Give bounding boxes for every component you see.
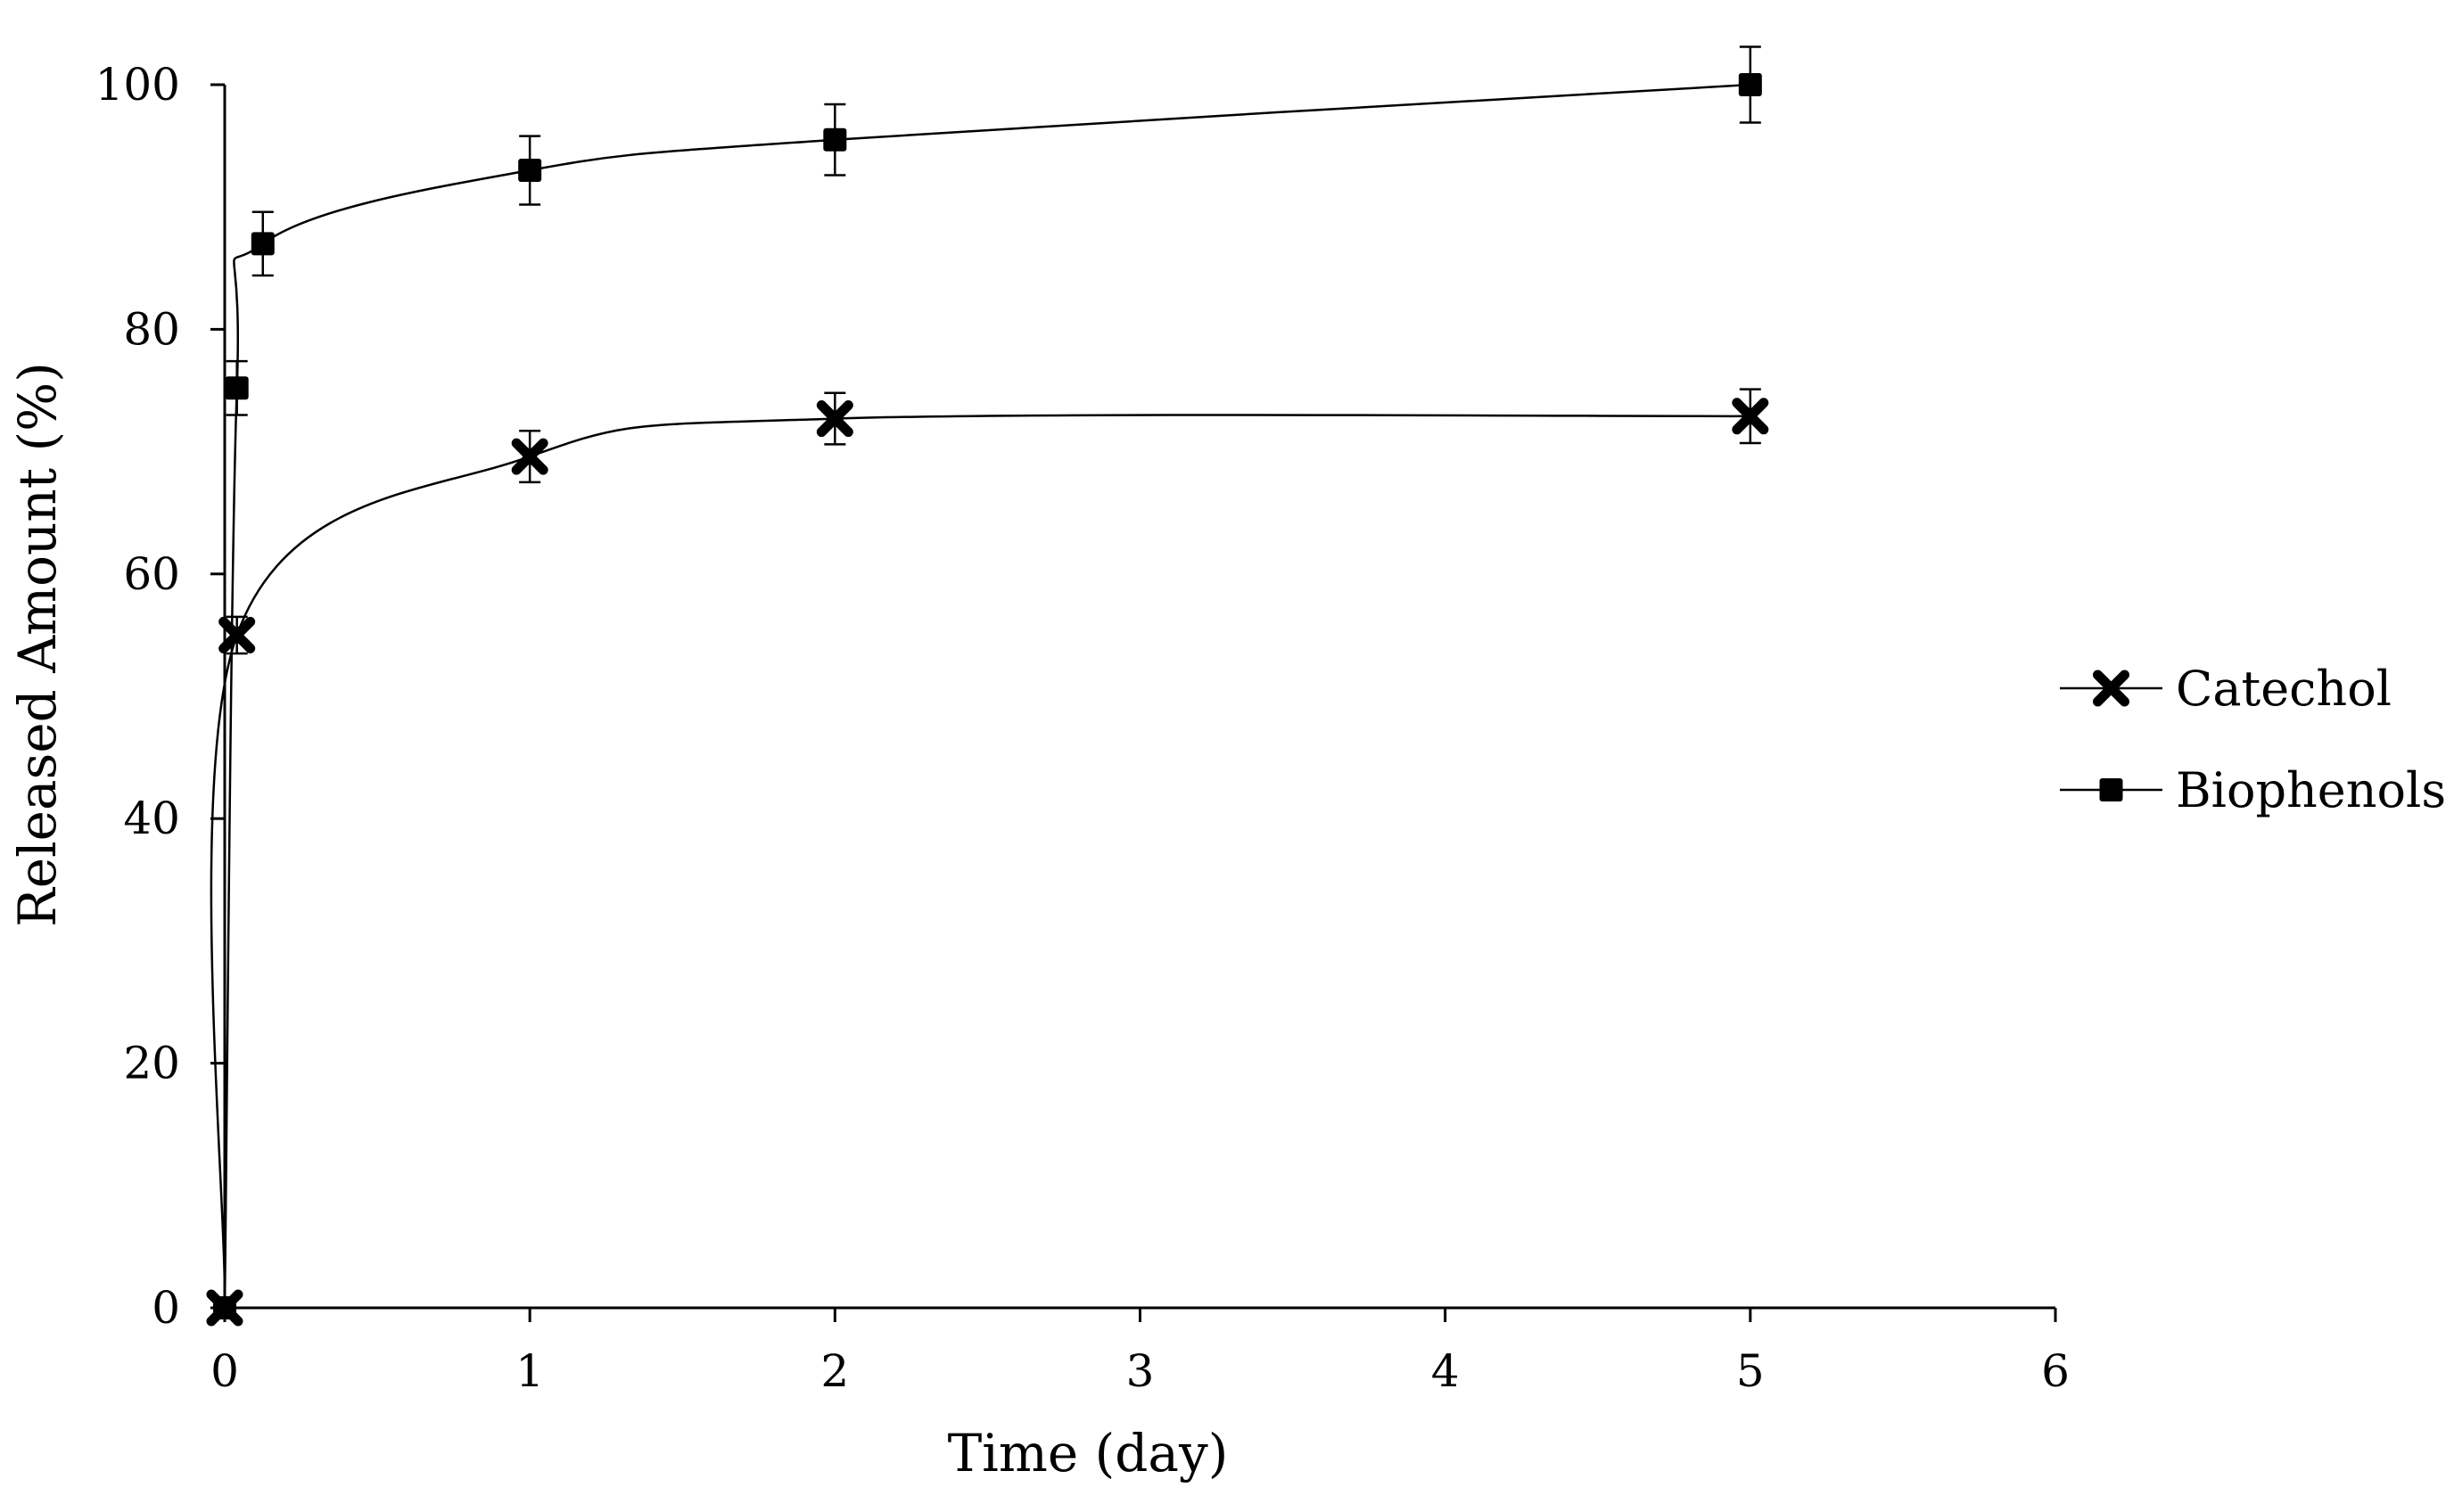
y-tick-label: 40 [123,793,180,844]
y-tick-label: 100 [95,59,180,111]
x-ticks: 0 1 2 3 4 5 6 [210,1308,2070,1397]
axes: 0 20 40 60 80 100 0 1 2 3 4 5 6 [95,59,2070,1397]
x-tick-label: 3 [1126,1345,1155,1397]
x-tick-label: 5 [1736,1345,1765,1397]
y-tick-label: 0 [152,1282,180,1334]
legend: Catechol Biophenols [2060,661,2446,818]
legend-marker [2099,778,2123,801]
data-point [213,1296,236,1319]
x-tick-label: 6 [2041,1345,2070,1397]
legend-item-biophenols: Biophenols [2060,762,2446,818]
y-tick-label: 80 [123,303,180,355]
series-line [223,83,1750,1309]
data-point [1732,398,1769,435]
legend-label: Biophenols [2176,762,2446,818]
series [206,45,1769,1327]
x-tick-label: 4 [1431,1345,1460,1397]
data-point [511,438,548,475]
x-tick-label: 2 [820,1345,849,1397]
legend-marker [2093,670,2129,707]
y-tick-label: 20 [123,1038,180,1089]
series-line [210,414,1750,1309]
legend-label: Catechol [2176,661,2392,717]
data-point [218,616,256,653]
x-tick-label: 0 [210,1345,239,1397]
data-point [1738,73,1762,96]
data-point [251,232,275,256]
data-point [816,400,853,438]
y-ticks: 0 20 40 60 80 100 [95,59,225,1334]
data-point [823,127,847,152]
data-point [225,376,249,400]
series-catechol [206,388,1769,1327]
series-biophenols [213,45,1762,1319]
data-point [518,159,542,183]
y-tick-label: 60 [123,548,180,600]
legend-item-catechol: Catechol [2060,661,2392,717]
x-tick-label: 1 [515,1345,544,1397]
x-axis-title: Time (day) [948,1423,1229,1483]
y-axis-title: Released Amount (%) [7,362,68,927]
